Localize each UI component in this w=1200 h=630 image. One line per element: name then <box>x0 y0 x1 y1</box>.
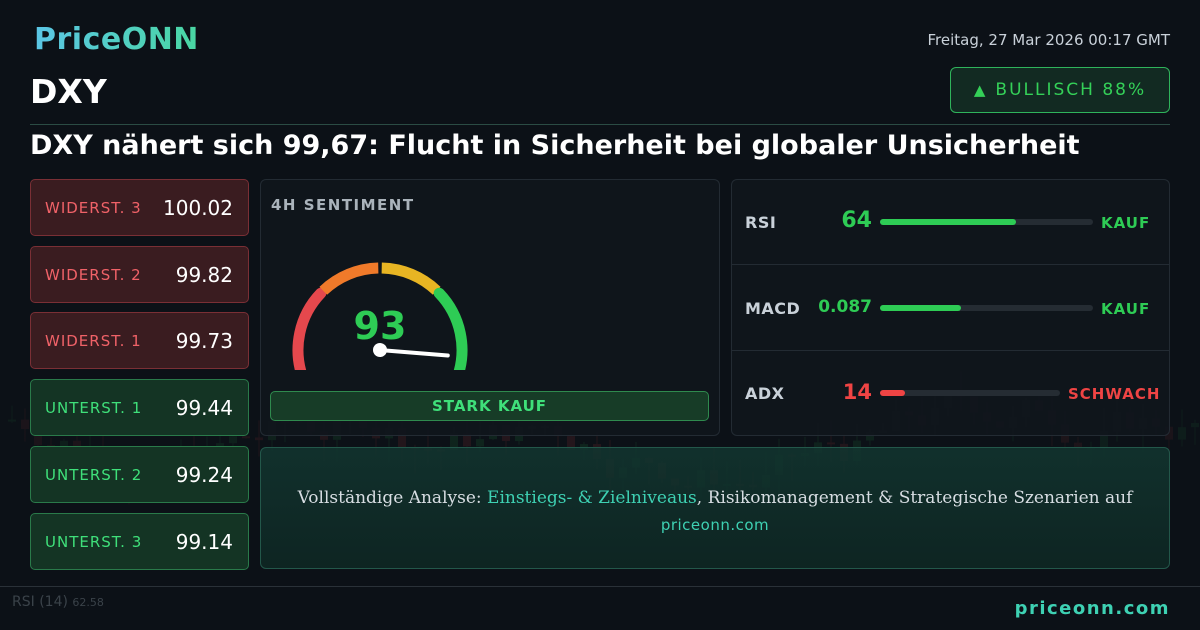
indicator-rsi-bar-fill <box>880 219 1017 225</box>
gauge-arc-orange <box>319 262 379 295</box>
background-rsi-values: 62.58 <box>72 596 104 609</box>
indicator-macd-value: 0.087 <box>818 297 872 317</box>
header-divider <box>30 124 1170 125</box>
indicator-macd-bar-fill <box>880 305 961 311</box>
level-resistance-1: WIDERST. 1 99.73 <box>30 312 249 369</box>
brand-logo: PriceONN <box>34 22 199 57</box>
timestamp: Freitag, 27 Mar 2026 00:17 GMT <box>927 31 1171 49</box>
indicator-adx-signal: SCHWACH <box>1068 385 1161 403</box>
cta-text: Vollständige Analyse: Einstiegs- & Zieln… <box>261 488 1169 508</box>
headline: DXY nähert sich 99,67: Flucht in Sicherh… <box>30 130 1080 161</box>
level-support-1: UNTERST. 1 99.44 <box>30 379 249 436</box>
cta-highlight: Einstiegs- & Zielniveaus <box>487 488 697 508</box>
cta-link[interactable]: priceonn.com <box>660 516 770 534</box>
level-value: 99.82 <box>175 262 233 287</box>
level-label: WIDERST. 2 <box>45 265 142 284</box>
gauge-arc-yellow <box>381 262 441 295</box>
indicator-macd-bar <box>880 305 1093 311</box>
symbol-title: DXY <box>30 72 107 111</box>
gauge-needle <box>378 348 450 358</box>
level-label: UNTERST. 1 <box>45 398 143 417</box>
indicator-adx-value: 14 <box>842 380 872 404</box>
background-rsi-label: RSI (14) 62.58 <box>12 594 104 610</box>
sentiment-title: 4H SENTIMENT <box>271 196 415 214</box>
gauge-arc-red <box>292 287 327 370</box>
sentiment-badge: ▲ BULLISCH 88% <box>950 67 1170 113</box>
level-support-2: UNTERST. 2 99.24 <box>30 446 249 503</box>
background-rsi-name: RSI <box>12 594 35 610</box>
footer-brand-link[interactable]: priceonn.com <box>1014 598 1170 619</box>
indicator-rsi-name: RSI <box>745 213 777 232</box>
indicator-adx-name: ADX <box>745 384 785 403</box>
sentiment-score: 93 <box>353 304 407 348</box>
level-label: WIDERST. 1 <box>45 331 142 350</box>
level-label: WIDERST. 3 <box>45 198 142 217</box>
level-label: UNTERST. 2 <box>45 465 143 484</box>
level-value: 99.44 <box>175 395 233 420</box>
indicator-rsi-bar <box>880 219 1093 225</box>
level-value: 99.73 <box>175 328 233 353</box>
cta-suffix: , Risikomanagement & Strategische Szenar… <box>696 488 1133 508</box>
background-rsi-period: (14) <box>39 594 68 610</box>
indicator-divider <box>732 264 1169 265</box>
indicator-adx-bar-fill <box>880 390 906 396</box>
level-label: UNTERST. 3 <box>45 532 143 551</box>
level-resistance-2: WIDERST. 2 99.82 <box>30 246 249 303</box>
analysis-cta[interactable]: Vollständige Analyse: Einstiegs- & Zieln… <box>260 447 1170 569</box>
indicator-rsi-signal: KAUF <box>1101 214 1151 232</box>
gauge-hub <box>373 343 387 357</box>
sentiment-signal: STARK KAUF <box>270 391 709 421</box>
cta-prefix: Vollständige Analyse: <box>297 488 488 508</box>
level-value: 99.24 <box>175 462 233 487</box>
level-value: 99.14 <box>175 529 233 554</box>
sentiment-gauge <box>292 262 468 370</box>
indicator-divider <box>732 350 1169 351</box>
level-resistance-3: WIDERST. 3 100.02 <box>30 179 249 236</box>
indicator-macd-name: MACD <box>745 299 801 318</box>
level-value: 100.02 <box>163 195 233 220</box>
sentiment-badge-label: BULLISCH 88% <box>995 80 1147 100</box>
gauge-arc-green <box>433 287 468 370</box>
indicator-adx-bar <box>880 390 1060 396</box>
indicator-macd-signal: KAUF <box>1101 300 1151 318</box>
arrow-up-icon: ▲ <box>973 81 988 99</box>
indicator-rsi-value: 64 <box>841 208 872 233</box>
level-support-3: UNTERST. 3 99.14 <box>30 513 249 570</box>
footer-rule <box>0 586 1200 587</box>
